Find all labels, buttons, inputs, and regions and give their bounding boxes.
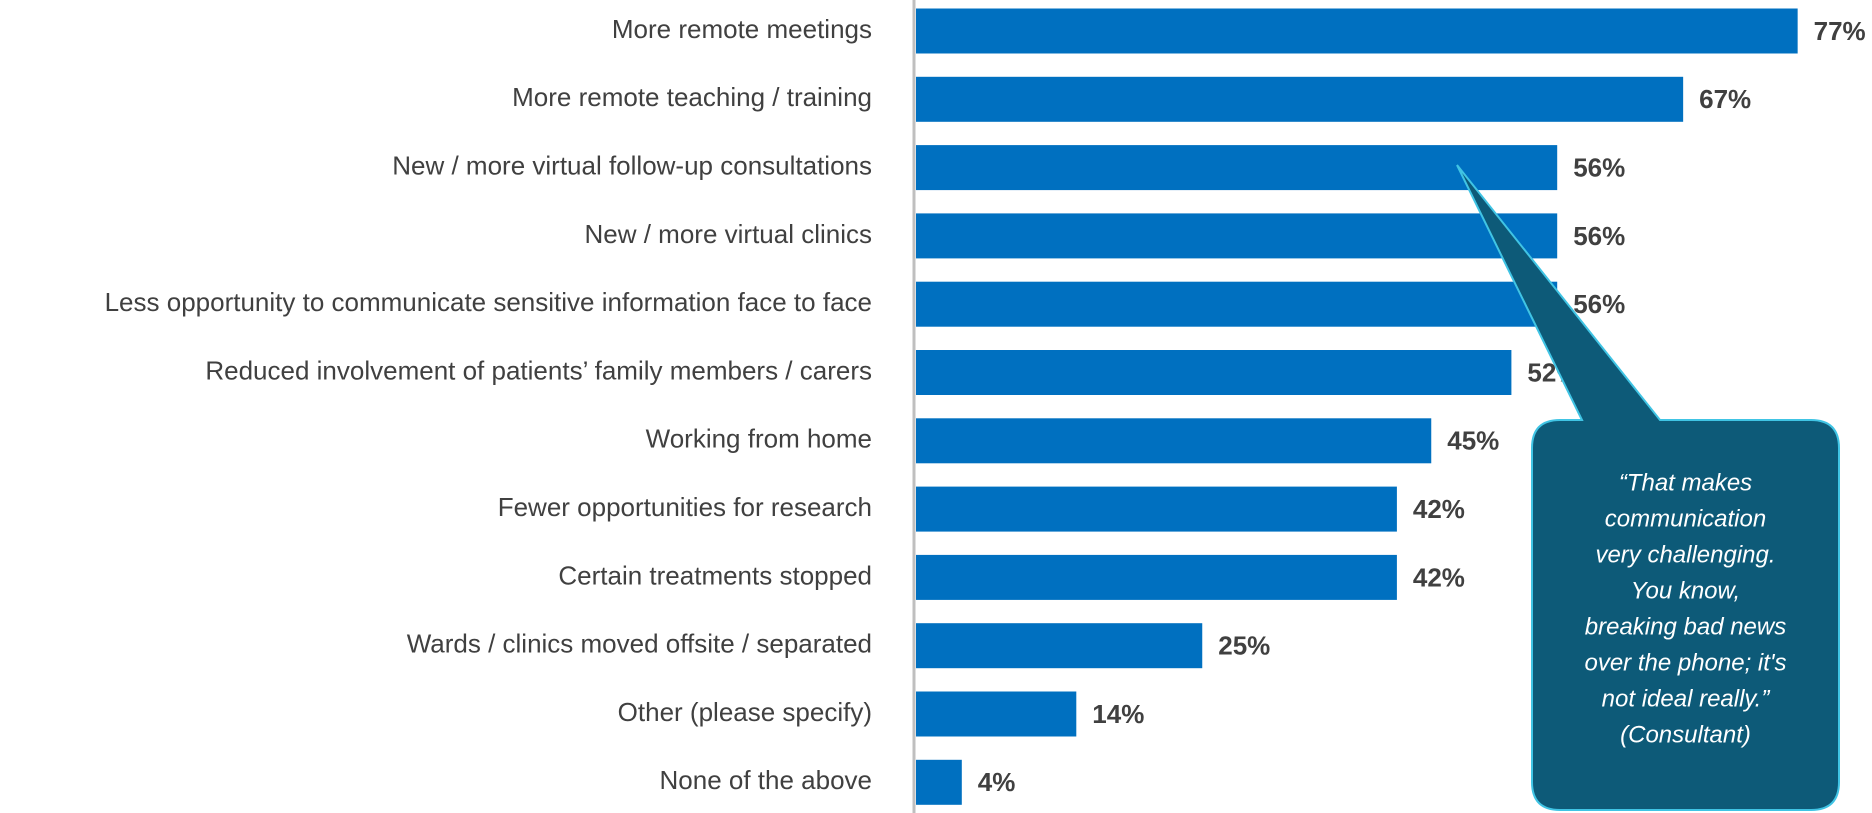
value-label: 77% <box>1814 16 1866 46</box>
value-label: 14% <box>1092 699 1144 729</box>
bar <box>916 76 1684 122</box>
category-label: Other (please specify) <box>618 697 872 727</box>
category-label: More remote teaching / training <box>512 82 872 112</box>
bar <box>916 8 1798 54</box>
bar <box>916 623 1203 669</box>
category-label: Wards / clinics moved offsite / separate… <box>407 629 872 659</box>
category-label: Working from home <box>646 424 872 454</box>
callout-text: “That makes <box>1619 469 1752 496</box>
value-label: 67% <box>1699 84 1751 114</box>
category-label: More remote meetings <box>612 14 872 44</box>
bar <box>916 691 1077 737</box>
value-label: 42% <box>1413 494 1465 524</box>
value-label: 4% <box>978 767 1016 797</box>
bar <box>916 759 962 805</box>
category-label: Reduced involvement of patients’ family … <box>205 355 872 385</box>
bar <box>916 418 1432 464</box>
bar <box>916 281 1558 327</box>
value-label: 56% <box>1573 221 1625 251</box>
category-label: New / more virtual follow-up consultatio… <box>392 150 872 180</box>
callout-text: You know, <box>1631 577 1740 604</box>
category-label: Fewer opportunities for research <box>498 492 872 522</box>
callout-text: not ideal really.” <box>1602 685 1771 712</box>
category-label: Less opportunity to communicate sensitiv… <box>105 287 872 317</box>
value-label: 56% <box>1573 289 1625 319</box>
bar <box>916 486 1397 532</box>
value-label: 45% <box>1447 426 1499 456</box>
callout-text: communication <box>1605 505 1766 532</box>
category-label: New / more virtual clinics <box>584 219 872 249</box>
bar <box>916 554 1397 600</box>
value-label: 56% <box>1573 152 1625 182</box>
category-label: Certain treatments stopped <box>558 560 872 590</box>
callout-box <box>1456 164 1840 811</box>
bar <box>916 350 1512 395</box>
callout-text: very challenging. <box>1595 541 1775 568</box>
callout-text: breaking bad news <box>1585 613 1786 640</box>
category-label: None of the above <box>660 765 873 795</box>
bar <box>916 213 1558 259</box>
callout-text: over the phone; it's <box>1584 649 1786 676</box>
value-label: 25% <box>1218 631 1270 661</box>
value-label: 42% <box>1413 562 1465 592</box>
callout-text: (Consultant) <box>1620 721 1751 748</box>
bar <box>916 145 1558 191</box>
